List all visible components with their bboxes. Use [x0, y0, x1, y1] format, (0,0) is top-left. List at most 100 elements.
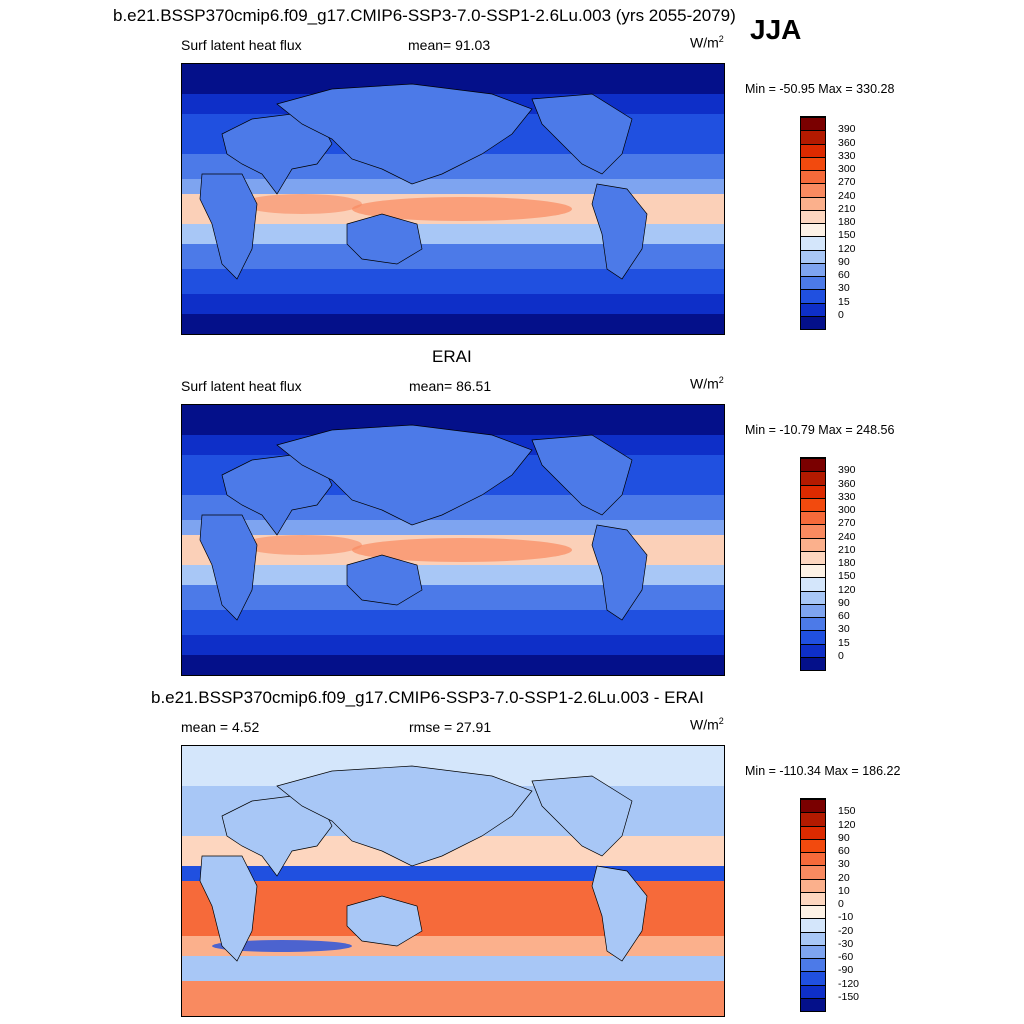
- colorbar-tick-label: 330: [838, 149, 856, 162]
- colorbar-tick-label: 60: [838, 845, 850, 857]
- colorbar-swatch: [801, 196, 825, 210]
- colorbar-swatch: [801, 590, 825, 604]
- panel-1-colorbar-labels: 390 360 330 300 270 240 210 180 150 120 90 60 30 15 0: [838, 116, 878, 328]
- panel-3-colorbar-labels: 150 120 90 60 30 20 10 0 -10 -20 -30 -60 -90 -120 -150: [838, 798, 878, 1010]
- colorbar-tick-label: 15: [838, 636, 850, 649]
- colorbar-swatch: [801, 984, 825, 998]
- colorbar-swatch: [801, 958, 825, 972]
- colorbar-tick-label: 60: [838, 269, 850, 281]
- colorbar-swatch: [801, 878, 825, 892]
- panel-1-units: W/m2: [690, 34, 724, 51]
- colorbar-swatch: [801, 852, 825, 866]
- colorbar-tick-label: 60: [838, 610, 850, 622]
- colorbar-tick-label: 30: [838, 623, 850, 636]
- panel-2-minmax: Min = -10.79 Max = 248.56: [745, 423, 895, 437]
- colorbar-swatch: [801, 812, 825, 826]
- panel-3-minmax: Min = -110.34 Max = 186.22: [745, 764, 901, 778]
- panel-2-map: [181, 404, 725, 676]
- colorbar-tick-label: -90: [838, 964, 854, 977]
- colorbar-swatch: [801, 209, 825, 223]
- panel-2-colorbar-labels: 390 360 330 300 270 240 210 180 150 120 90 60 30 15 0: [838, 457, 878, 669]
- colorbar-swatch: [801, 971, 825, 985]
- colorbar-swatch: [801, 865, 825, 879]
- colorbar-tick-label: 20: [838, 871, 850, 884]
- colorbar-swatch: [801, 931, 825, 945]
- panel-1-mean-label: mean= 91.03: [408, 37, 491, 53]
- panel-3-map: [181, 745, 725, 1017]
- colorbar-tick-label: 300: [838, 504, 856, 516]
- colorbar-swatch: [801, 564, 825, 578]
- colorbar-tick-label: 150: [838, 805, 856, 818]
- colorbar-tick-label: 120: [838, 818, 856, 831]
- season-label: JJA: [750, 14, 802, 45]
- colorbar-tick-label: 270: [838, 176, 856, 189]
- colorbar-swatch: [801, 577, 825, 591]
- colorbar-tick-label: -60: [838, 951, 854, 963]
- colorbar-tick-label: 0: [838, 898, 844, 910]
- panel-3-title: b.e21.BSSP370cmip6.f09_g17.CMIP6-SSP3-7.…: [151, 688, 704, 707]
- colorbar-tick-label: 120: [838, 242, 856, 255]
- panel-3-units: W/m2: [690, 716, 724, 733]
- colorbar-swatch: [801, 891, 825, 905]
- panel-3-rmse-label: rmse = 27.91: [409, 719, 492, 735]
- panel-2-variable-label: Surf latent heat flux: [181, 378, 302, 394]
- colorbar-swatch: [801, 156, 825, 170]
- colorbar-swatch: [801, 630, 825, 644]
- colorbar-tick-label: 390: [838, 464, 856, 477]
- colorbar-swatch: [801, 143, 825, 157]
- colorbar-tick-label: 360: [838, 136, 856, 149]
- colorbar-tick-label: -120: [838, 977, 860, 990]
- colorbar-swatch: [801, 236, 825, 250]
- colorbar-swatch: [801, 302, 825, 316]
- panel-2-title: ERAI: [432, 347, 472, 366]
- colorbar-swatch: [801, 130, 825, 144]
- colorbar-tick-label: 240: [838, 530, 856, 543]
- colorbar-tick-label: 180: [838, 216, 856, 228]
- colorbar-swatch: [801, 497, 825, 511]
- colorbar-swatch: [801, 918, 825, 932]
- colorbar-tick-label: -20: [838, 924, 854, 937]
- colorbar-tick-label: 90: [838, 831, 850, 844]
- colorbar-swatch: [801, 799, 825, 813]
- colorbar-tick-label: -150: [838, 990, 860, 1003]
- colorbar-swatch: [801, 825, 825, 839]
- colorbar-swatch: [801, 944, 825, 958]
- colorbar-swatch: [801, 617, 825, 631]
- colorbar-swatch: [801, 315, 825, 329]
- panel-2-map-field: [182, 405, 724, 675]
- colorbar-swatch: [801, 537, 825, 551]
- colorbar-tick-label: 150: [838, 570, 856, 583]
- colorbar-tick-label: 210: [838, 202, 856, 215]
- colorbar-swatch: [801, 603, 825, 617]
- colorbar-swatch: [801, 511, 825, 525]
- colorbar-swatch: [801, 183, 825, 197]
- panel-2-mean-label: mean= 86.51: [409, 378, 492, 394]
- colorbar-swatch: [801, 223, 825, 237]
- colorbar-tick-label: -30: [838, 937, 854, 950]
- colorbar-swatch: [801, 656, 825, 670]
- colorbar-swatch: [801, 471, 825, 485]
- colorbar-tick-label: 120: [838, 583, 856, 596]
- colorbar-tick-label: 90: [838, 596, 850, 609]
- colorbar-swatch: [801, 262, 825, 276]
- colorbar-swatch: [801, 550, 825, 564]
- colorbar-tick-label: 330: [838, 490, 856, 503]
- colorbar-tick-label: 360: [838, 477, 856, 490]
- colorbar-swatch: [801, 249, 825, 263]
- colorbar-swatch: [801, 997, 825, 1011]
- panel-2-colorbar: [800, 457, 826, 671]
- colorbar-swatch: [801, 643, 825, 657]
- colorbar-tick-label: 150: [838, 229, 856, 242]
- colorbar-tick-label: 0: [838, 649, 844, 662]
- colorbar-tick-label: 90: [838, 255, 850, 268]
- colorbar-tick-label: 15: [838, 295, 850, 308]
- colorbar-tick-label: 30: [838, 858, 850, 871]
- colorbar-tick-label: 10: [838, 884, 850, 897]
- colorbar-swatch: [801, 484, 825, 498]
- panel-1-map-field: [182, 64, 724, 334]
- colorbar-tick-label: -10: [838, 911, 854, 924]
- colorbar-tick-label: 300: [838, 163, 856, 175]
- panel-3-colorbar: [800, 798, 826, 1012]
- colorbar-swatch: [801, 905, 825, 919]
- colorbar-swatch: [801, 170, 825, 184]
